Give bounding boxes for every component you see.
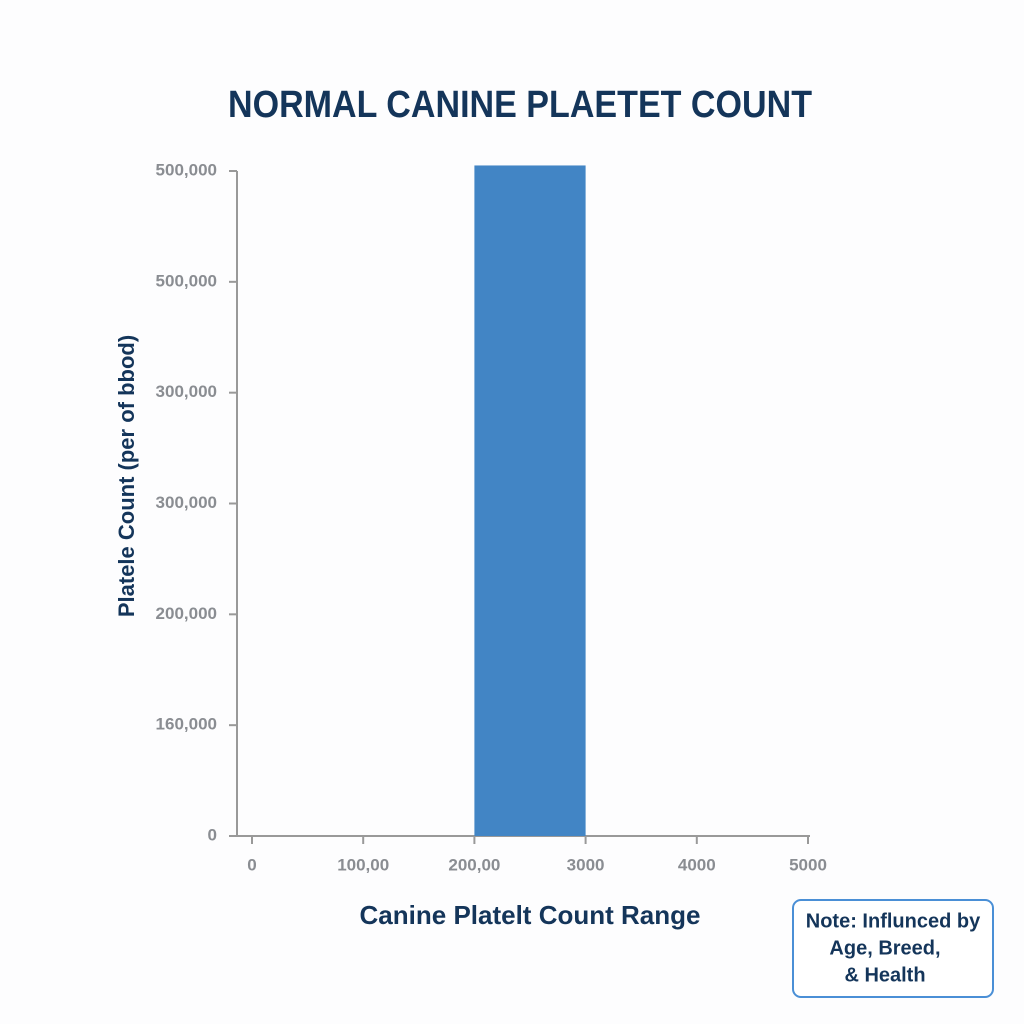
y-axis-label: Platele Count (per of bbod) (114, 335, 139, 617)
x-tick-label: 4000 (678, 855, 716, 874)
y-tick-label: 300,000 (156, 493, 217, 512)
note-box (792, 899, 994, 998)
bar (474, 165, 586, 837)
x-axis-label: Canine Platelt Count Range (360, 900, 701, 930)
note-text: Note: Influnced by (806, 910, 981, 932)
y-tick-label: 160,000 (156, 715, 217, 734)
x-tick-label: 5000 (789, 855, 827, 874)
y-tick-label: 200,000 (156, 604, 217, 623)
x-tick-label: 200,00 (448, 855, 500, 874)
x-tick-label: 100,00 (337, 855, 389, 874)
chart-title: NORMAL CANINE PLAETET COUNT (228, 84, 812, 126)
y-tick-label: 0 (208, 825, 217, 844)
y-tick-label: 500,000 (156, 271, 217, 290)
x-tick-label: 3000 (567, 855, 605, 874)
y-tick-label: 500,000 (156, 160, 217, 179)
x-tick-label: 0 (247, 855, 256, 874)
note-text: & Health (844, 964, 925, 986)
note-text: Age, Breed, (829, 937, 940, 959)
y-tick-label: 300,000 (156, 382, 217, 401)
